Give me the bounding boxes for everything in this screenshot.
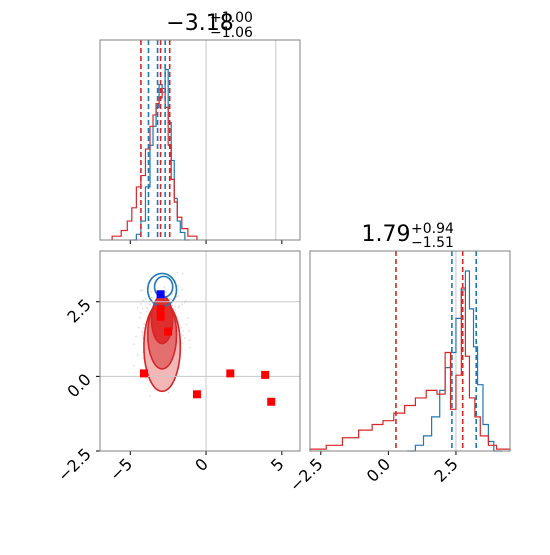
sample-point	[180, 326, 183, 329]
sample-point	[186, 317, 189, 320]
sample-point	[173, 308, 175, 310]
marker-1	[156, 305, 165, 314]
sample-point	[164, 291, 167, 294]
sample-point	[184, 299, 187, 302]
sample-point	[141, 289, 144, 291]
sample-point	[145, 306, 148, 309]
sample-point	[181, 288, 183, 291]
sample-point	[136, 306, 139, 309]
sample-point	[147, 308, 149, 310]
sample-point	[176, 271, 179, 274]
joint-y-tick-label: −2.5	[54, 444, 95, 485]
param2-x-tick-label: 0.0	[363, 454, 394, 485]
sample-point	[141, 334, 144, 336]
sample-point	[181, 342, 184, 345]
joint-x-tick-label: −5	[106, 454, 136, 484]
sample-point	[177, 284, 180, 287]
sample-point	[168, 298, 171, 300]
sample-point	[141, 307, 144, 310]
sample-point	[143, 327, 145, 329]
param1-title-sup: +1.00	[210, 10, 253, 26]
sample-point	[181, 272, 184, 275]
sample-point	[133, 343, 135, 346]
sample-point	[141, 336, 144, 339]
sample-point	[167, 391, 170, 394]
param2-title-sub: −1.51	[411, 235, 454, 251]
sample-point	[188, 346, 191, 349]
sample-point	[139, 316, 141, 319]
sample-point	[136, 353, 139, 356]
sample-point	[163, 286, 166, 289]
param2-histogram-panel: −2.5 0.0 2.5 1.79 +0.94 −1.51	[286, 221, 511, 495]
histogram-series-1	[309, 287, 511, 451]
sample-point	[181, 334, 184, 337]
sample-point	[184, 337, 186, 340]
marker-2	[156, 312, 165, 321]
sample-point	[174, 305, 177, 308]
joint-y-tick-label: 0.0	[63, 370, 94, 401]
param1-histogram-panel: −3.18 +1.00 −1.06	[99, 10, 301, 244]
sample-point	[137, 326, 140, 329]
sample-point	[143, 323, 146, 325]
sample-point	[135, 335, 137, 338]
sample-point	[170, 298, 173, 301]
sample-point	[144, 297, 147, 300]
sample-point	[140, 302, 143, 305]
sample-point	[149, 395, 152, 397]
sample-point	[139, 312, 142, 314]
sample-point	[185, 323, 188, 326]
sample-point	[149, 304, 152, 306]
sample-point	[146, 379, 149, 382]
sample-point	[171, 304, 174, 307]
joint-plot-area	[100, 251, 300, 451]
marker-0	[156, 290, 165, 299]
param1-title: −3.18	[166, 11, 233, 36]
sample-point	[174, 309, 176, 312]
sample-point	[177, 306, 180, 309]
sample-point	[182, 330, 185, 332]
sample-point	[148, 293, 151, 296]
sample-point	[188, 329, 190, 332]
marker-4	[139, 369, 148, 378]
marker-8	[267, 397, 276, 406]
sample-point	[145, 377, 148, 380]
sample-point	[140, 331, 143, 334]
joint-scatter-panel: −5 0 5 −2.5 0.0 2.5	[54, 250, 301, 485]
histogram-series-1	[111, 87, 198, 240]
sample-point	[171, 293, 174, 295]
marker-5	[192, 390, 201, 399]
sample-point	[151, 296, 153, 299]
sample-point	[142, 299, 145, 302]
param2-x-tick-label: −2.5	[286, 454, 327, 495]
sample-point	[145, 310, 148, 313]
histogram-series-0	[407, 270, 502, 452]
sample-point	[150, 291, 153, 293]
sample-point	[133, 364, 135, 367]
param2-title-sup: +0.94	[411, 221, 454, 237]
sample-point	[176, 315, 179, 318]
joint-y-tick-label: 2.5	[63, 295, 94, 326]
param1-title-sub: −1.06	[210, 25, 253, 41]
joint-x-tick-label: 5	[267, 454, 288, 475]
sample-point	[178, 304, 181, 307]
param2-title: 1.79	[362, 222, 411, 247]
sample-point	[139, 289, 142, 292]
sample-point	[177, 295, 180, 298]
sample-point	[188, 339, 191, 342]
param2-x-tick-label: 2.5	[430, 454, 461, 485]
marker-6	[226, 369, 235, 378]
marker-3	[164, 327, 173, 336]
marker-7	[261, 370, 270, 379]
joint-x-tick-label: 0	[191, 454, 212, 475]
sample-point	[181, 303, 183, 306]
